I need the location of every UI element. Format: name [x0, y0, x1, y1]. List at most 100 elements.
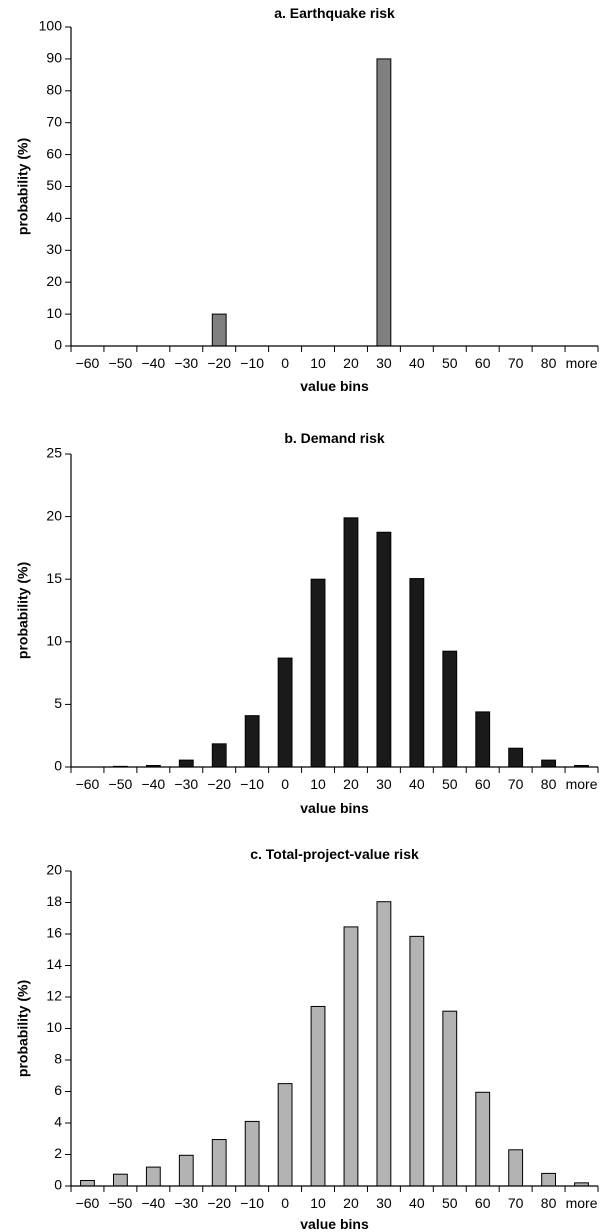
x-tick-label: −60: [76, 776, 100, 792]
x-tick-label: 40: [409, 1195, 425, 1211]
x-tick-label: 50: [442, 355, 458, 371]
total-project-value-risk-chart: c. Total-project-value risk value bins p…: [15, 846, 599, 1232]
bar-4: [211, 313, 227, 347]
y-axis-label: probability (%): [15, 138, 31, 235]
chart-title: c. Total-project-value risk: [250, 846, 419, 862]
bar-6: [277, 1083, 293, 1187]
x-tick-label: −40: [141, 776, 165, 792]
y-tick-label: 12: [46, 988, 62, 1004]
x-tick-label: −60: [76, 355, 100, 371]
axis-group: [70, 27, 598, 347]
x-tick-label: −50: [109, 776, 133, 792]
x-tick-label: 10: [310, 355, 326, 371]
bar-3: [178, 759, 194, 768]
y-tick-label: 60: [46, 145, 62, 161]
bar-1: [112, 1173, 128, 1187]
x-tick-label: 20: [343, 355, 359, 371]
bar-11: [442, 650, 458, 768]
x-tick-label: 60: [475, 355, 491, 371]
x-tick-label: 0: [281, 355, 289, 371]
x-tick-label: more: [566, 1195, 598, 1211]
axis-group: [70, 871, 598, 1187]
y-tick-label: 10: [46, 1019, 62, 1035]
x-tick-label: −10: [240, 355, 264, 371]
y-axis-label: probability (%): [15, 980, 31, 1077]
x-tick-label: 0: [281, 1195, 289, 1211]
y-tick-label: 10: [46, 633, 62, 649]
bar-10: [409, 578, 425, 768]
demand-risk-chart: b. Demand risk value bins probability (%…: [15, 430, 599, 816]
y-tick-label: 25: [46, 445, 62, 461]
y-tick-label: 70: [46, 113, 62, 129]
tick-group: 0 5 10 15 20 25 −60 −50 −40 −30 −20 −10 0 10 20 30 40 50 6…: [46, 445, 599, 792]
x-tick-label: more: [566, 776, 598, 792]
y-axis-label: probability (%): [15, 562, 31, 659]
chart-title: a. Earthquake risk: [274, 5, 395, 21]
bar-8: [343, 517, 359, 768]
x-tick-label: 40: [409, 355, 425, 371]
bar-3: [178, 1154, 194, 1187]
x-tick-label: 80: [541, 776, 557, 792]
x-tick-label: −30: [174, 355, 198, 371]
x-tick-label: −10: [240, 1195, 264, 1211]
x-tick-label: −50: [109, 355, 133, 371]
y-tick-label: 2: [54, 1145, 62, 1161]
bar-0: [80, 1179, 95, 1187]
x-tick-label: 30: [376, 1195, 392, 1211]
x-axis-label: value bins: [300, 378, 369, 394]
bar-4: [211, 743, 227, 768]
y-tick-label: 4: [54, 1114, 62, 1130]
x-tick-label: −30: [174, 776, 198, 792]
bar-13: [508, 1149, 524, 1187]
bar-10: [409, 935, 425, 1187]
y-tick-label: 0: [54, 337, 62, 353]
x-tick-label: −20: [207, 355, 231, 371]
bar-group: [80, 901, 589, 1187]
y-tick-label: 50: [46, 177, 62, 193]
y-tick-label: 20: [46, 273, 62, 289]
bar-group: [211, 58, 392, 347]
x-tick-label: 30: [376, 776, 392, 792]
x-tick-label: 10: [310, 776, 326, 792]
bar-13: [508, 747, 524, 768]
x-axis-label: value bins: [300, 800, 369, 816]
y-tick-label: 0: [54, 758, 62, 774]
bar-5: [244, 1120, 260, 1187]
y-tick-label: 8: [54, 1051, 62, 1067]
bar-12: [475, 1091, 491, 1187]
x-tick-label: 70: [508, 1195, 524, 1211]
y-tick-label: 18: [46, 893, 62, 909]
x-tick-label: 50: [442, 776, 458, 792]
y-tick-label: 20: [46, 507, 62, 523]
bar-9: [376, 901, 392, 1187]
x-tick-label: −40: [141, 1195, 165, 1211]
x-tick-label: −40: [141, 355, 165, 371]
y-tick-label: 0: [54, 1177, 62, 1193]
x-tick-label: 30: [376, 355, 392, 371]
bar-7: [310, 1005, 326, 1187]
bar-9: [376, 531, 392, 768]
x-tick-label: 80: [541, 1195, 557, 1211]
x-tick-label: −20: [207, 1195, 231, 1211]
x-tick-label: 70: [508, 355, 524, 371]
chart-title: b. Demand risk: [284, 430, 385, 446]
bar-6: [277, 657, 293, 768]
x-tick-label: 60: [475, 1195, 491, 1211]
bar-4: [211, 1139, 227, 1187]
x-tick-label: −60: [76, 1195, 100, 1211]
bar-5: [244, 715, 260, 768]
bar-11: [442, 1010, 458, 1187]
y-tick-label: 80: [46, 82, 62, 98]
y-tick-label: 30: [46, 241, 62, 257]
x-tick-label: 40: [409, 776, 425, 792]
x-tick-label: 80: [541, 355, 557, 371]
y-tick-label: 10: [46, 305, 62, 321]
y-tick-label: 20: [46, 862, 62, 878]
tick-group: 0 2 4 6 8 10 12 14 16 18 20 −60 −50 −40 −30 −20 −10 0 10 20…: [46, 862, 599, 1211]
bar-2: [145, 1166, 161, 1187]
bar-14: [541, 1172, 557, 1187]
y-tick-label: 40: [46, 209, 62, 225]
x-tick-label: −20: [207, 776, 231, 792]
